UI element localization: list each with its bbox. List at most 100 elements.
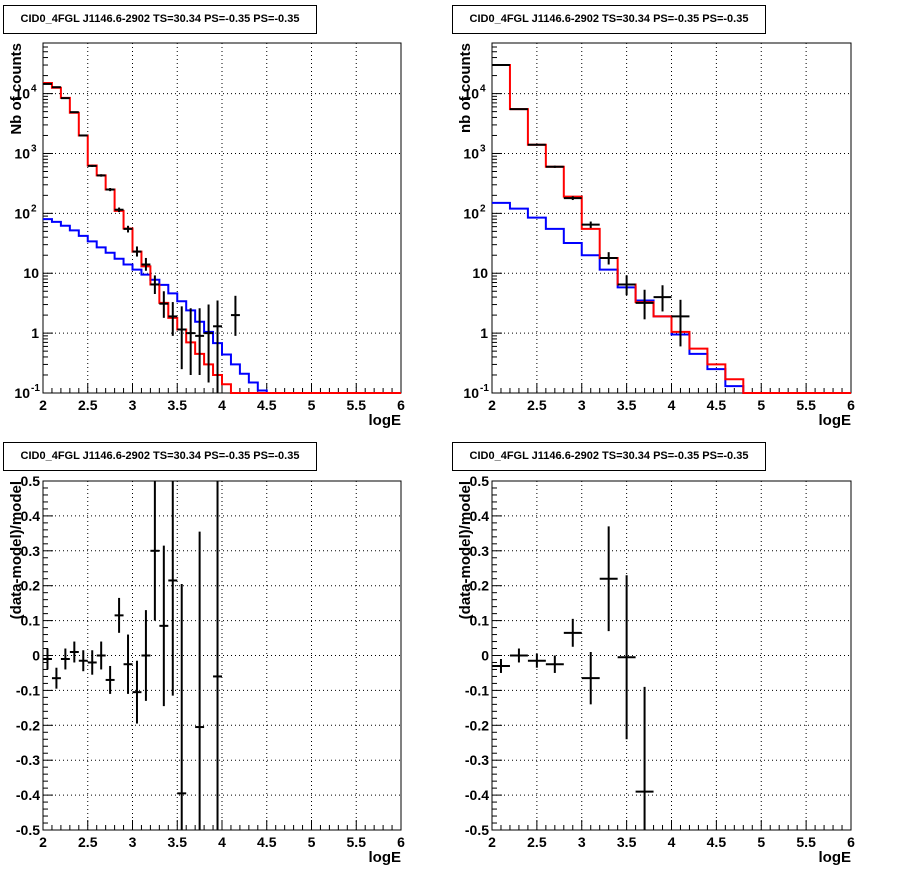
x-tick-label: 5.5 xyxy=(796,397,816,413)
residual-point xyxy=(617,575,636,740)
y-tick-label: 0.1 xyxy=(470,613,490,629)
x-tick-label: 6 xyxy=(847,397,855,413)
y-tick-label: 10 xyxy=(14,205,30,221)
x-axis-title: logE xyxy=(369,849,402,866)
y-tick-label: 0.2 xyxy=(470,578,490,594)
x-tick-label: 4.5 xyxy=(707,834,727,850)
y-axis-title: (data-model)/model xyxy=(457,481,474,619)
y-tick-exponent: 2 xyxy=(31,203,37,214)
residual-point xyxy=(69,641,79,663)
residual-point xyxy=(581,652,600,705)
residual-point xyxy=(87,650,97,675)
y-tick-label: -0.1 xyxy=(16,682,40,698)
data-point xyxy=(105,188,115,192)
residual-point xyxy=(51,667,61,689)
data-point xyxy=(96,174,106,177)
residual-point xyxy=(123,634,133,694)
y-tick-exponent: 4 xyxy=(480,84,486,95)
y-tick-label: -0.2 xyxy=(16,717,40,733)
y-axis-title: nb of counts xyxy=(457,43,474,133)
x-tick-label: 3 xyxy=(578,397,586,413)
x-tick-label: 3.5 xyxy=(617,397,637,413)
y-tick-exponent: 3 xyxy=(31,143,37,154)
y-tick-label: 10 xyxy=(23,265,39,281)
data-point xyxy=(78,134,88,137)
residual-point xyxy=(43,648,52,670)
residual-point xyxy=(60,648,70,670)
data-point xyxy=(186,308,196,375)
y-tick-label: 0.5 xyxy=(470,473,490,489)
data-point xyxy=(617,275,636,296)
y-tick-label: -0.1 xyxy=(465,682,489,698)
data-point xyxy=(168,302,178,336)
x-tick-label: 2 xyxy=(488,834,496,850)
x-axis-title: logE xyxy=(369,412,402,429)
residual-point xyxy=(141,610,151,701)
y-tick-label: 0.3 xyxy=(21,543,41,559)
plot-title-bottom-left: CID0_4FGL J1146.6-2902 TS=30.34 PS=-0.35… xyxy=(3,442,317,471)
plot-title-bottom-right: CID0_4FGL J1146.6-2902 TS=30.34 PS=-0.35… xyxy=(452,442,766,471)
x-tick-label: 2 xyxy=(39,834,47,850)
data-point xyxy=(563,196,582,201)
x-tick-label: 4 xyxy=(218,397,226,413)
data-point xyxy=(159,291,169,318)
y-tick-label: 0.2 xyxy=(21,578,41,594)
x-tick-label: 4.5 xyxy=(257,834,277,850)
y-tick-label: 10 xyxy=(463,145,479,161)
x-tick-label: 4 xyxy=(218,834,226,850)
residual-point xyxy=(492,658,510,673)
residual-point xyxy=(545,655,564,673)
x-tick-label: 4 xyxy=(668,397,676,413)
residual-point xyxy=(78,650,88,672)
y-tick-exponent: -1 xyxy=(31,383,40,394)
plot-bottom-right: 2 2.5 3 3.5 4 4.5 5 5.5 6 -0.5 -0.4 -0.3 -0.2 -0.1 0 0.… xyxy=(457,473,855,866)
residual-point xyxy=(168,481,178,696)
x-tick-label: 4.5 xyxy=(257,397,277,413)
x-tick-label: 5 xyxy=(308,834,316,850)
data-point xyxy=(509,108,528,111)
y-tick-label: -0.3 xyxy=(16,752,40,768)
residual-point xyxy=(213,481,222,830)
x-tick-label: 5 xyxy=(308,397,316,413)
y-tick-label: 0.1 xyxy=(21,613,41,629)
data-point xyxy=(545,165,564,168)
data-point xyxy=(123,225,133,233)
residual-point xyxy=(527,653,546,668)
x-tick-label: 3.5 xyxy=(168,397,188,413)
y-tick-label: -0.4 xyxy=(16,787,40,803)
x-axis-title: logE xyxy=(819,412,852,429)
y-tick-label: -0.5 xyxy=(465,822,489,838)
x-tick-label: 5 xyxy=(757,834,765,850)
x-tick-label: 3 xyxy=(578,834,586,850)
residual-point xyxy=(195,531,205,830)
x-tick-label: 3 xyxy=(129,397,137,413)
data-point xyxy=(195,308,205,375)
y-axis-title: Nb of counts xyxy=(8,43,25,135)
data-point xyxy=(599,252,618,265)
y-tick-label: 1 xyxy=(480,325,488,341)
y-tick-label: 10 xyxy=(14,145,30,161)
x-tick-label: 5.5 xyxy=(347,397,367,413)
residual-point xyxy=(177,583,187,830)
x-tick-label: 2.5 xyxy=(78,834,98,850)
plot-bottom-left: 2 2.5 3 3.5 4 4.5 5 5.5 6 -0.5 -0.4 -0.3 -0.2 -0.1 0 0.… xyxy=(8,473,405,866)
y-tick-label: -0.4 xyxy=(465,787,489,803)
y-tick-label: 0.5 xyxy=(21,473,41,489)
y-tick-label: 0.4 xyxy=(21,508,41,524)
y-tick-label: 10 xyxy=(14,86,30,102)
x-tick-label: 5 xyxy=(757,397,765,413)
data-point xyxy=(150,275,160,295)
data-point xyxy=(581,221,600,228)
plot-title-top-left: CID0_4FGL J1146.6-2902 TS=30.34 PS=-0.35… xyxy=(3,5,317,34)
data-point xyxy=(114,207,124,213)
y-tick-exponent: 2 xyxy=(480,203,486,214)
plot-title-top-right: CID0_4FGL J1146.6-2902 TS=30.34 PS=-0.35… xyxy=(452,5,766,34)
x-tick-label: 5.5 xyxy=(796,834,816,850)
y-tick-label: 10 xyxy=(463,86,479,102)
residual-point xyxy=(599,526,618,632)
model-component-histogram xyxy=(43,218,401,394)
data-point xyxy=(671,299,690,347)
x-tick-label: 2 xyxy=(39,397,47,413)
y-tick-label: 0.4 xyxy=(470,508,490,524)
